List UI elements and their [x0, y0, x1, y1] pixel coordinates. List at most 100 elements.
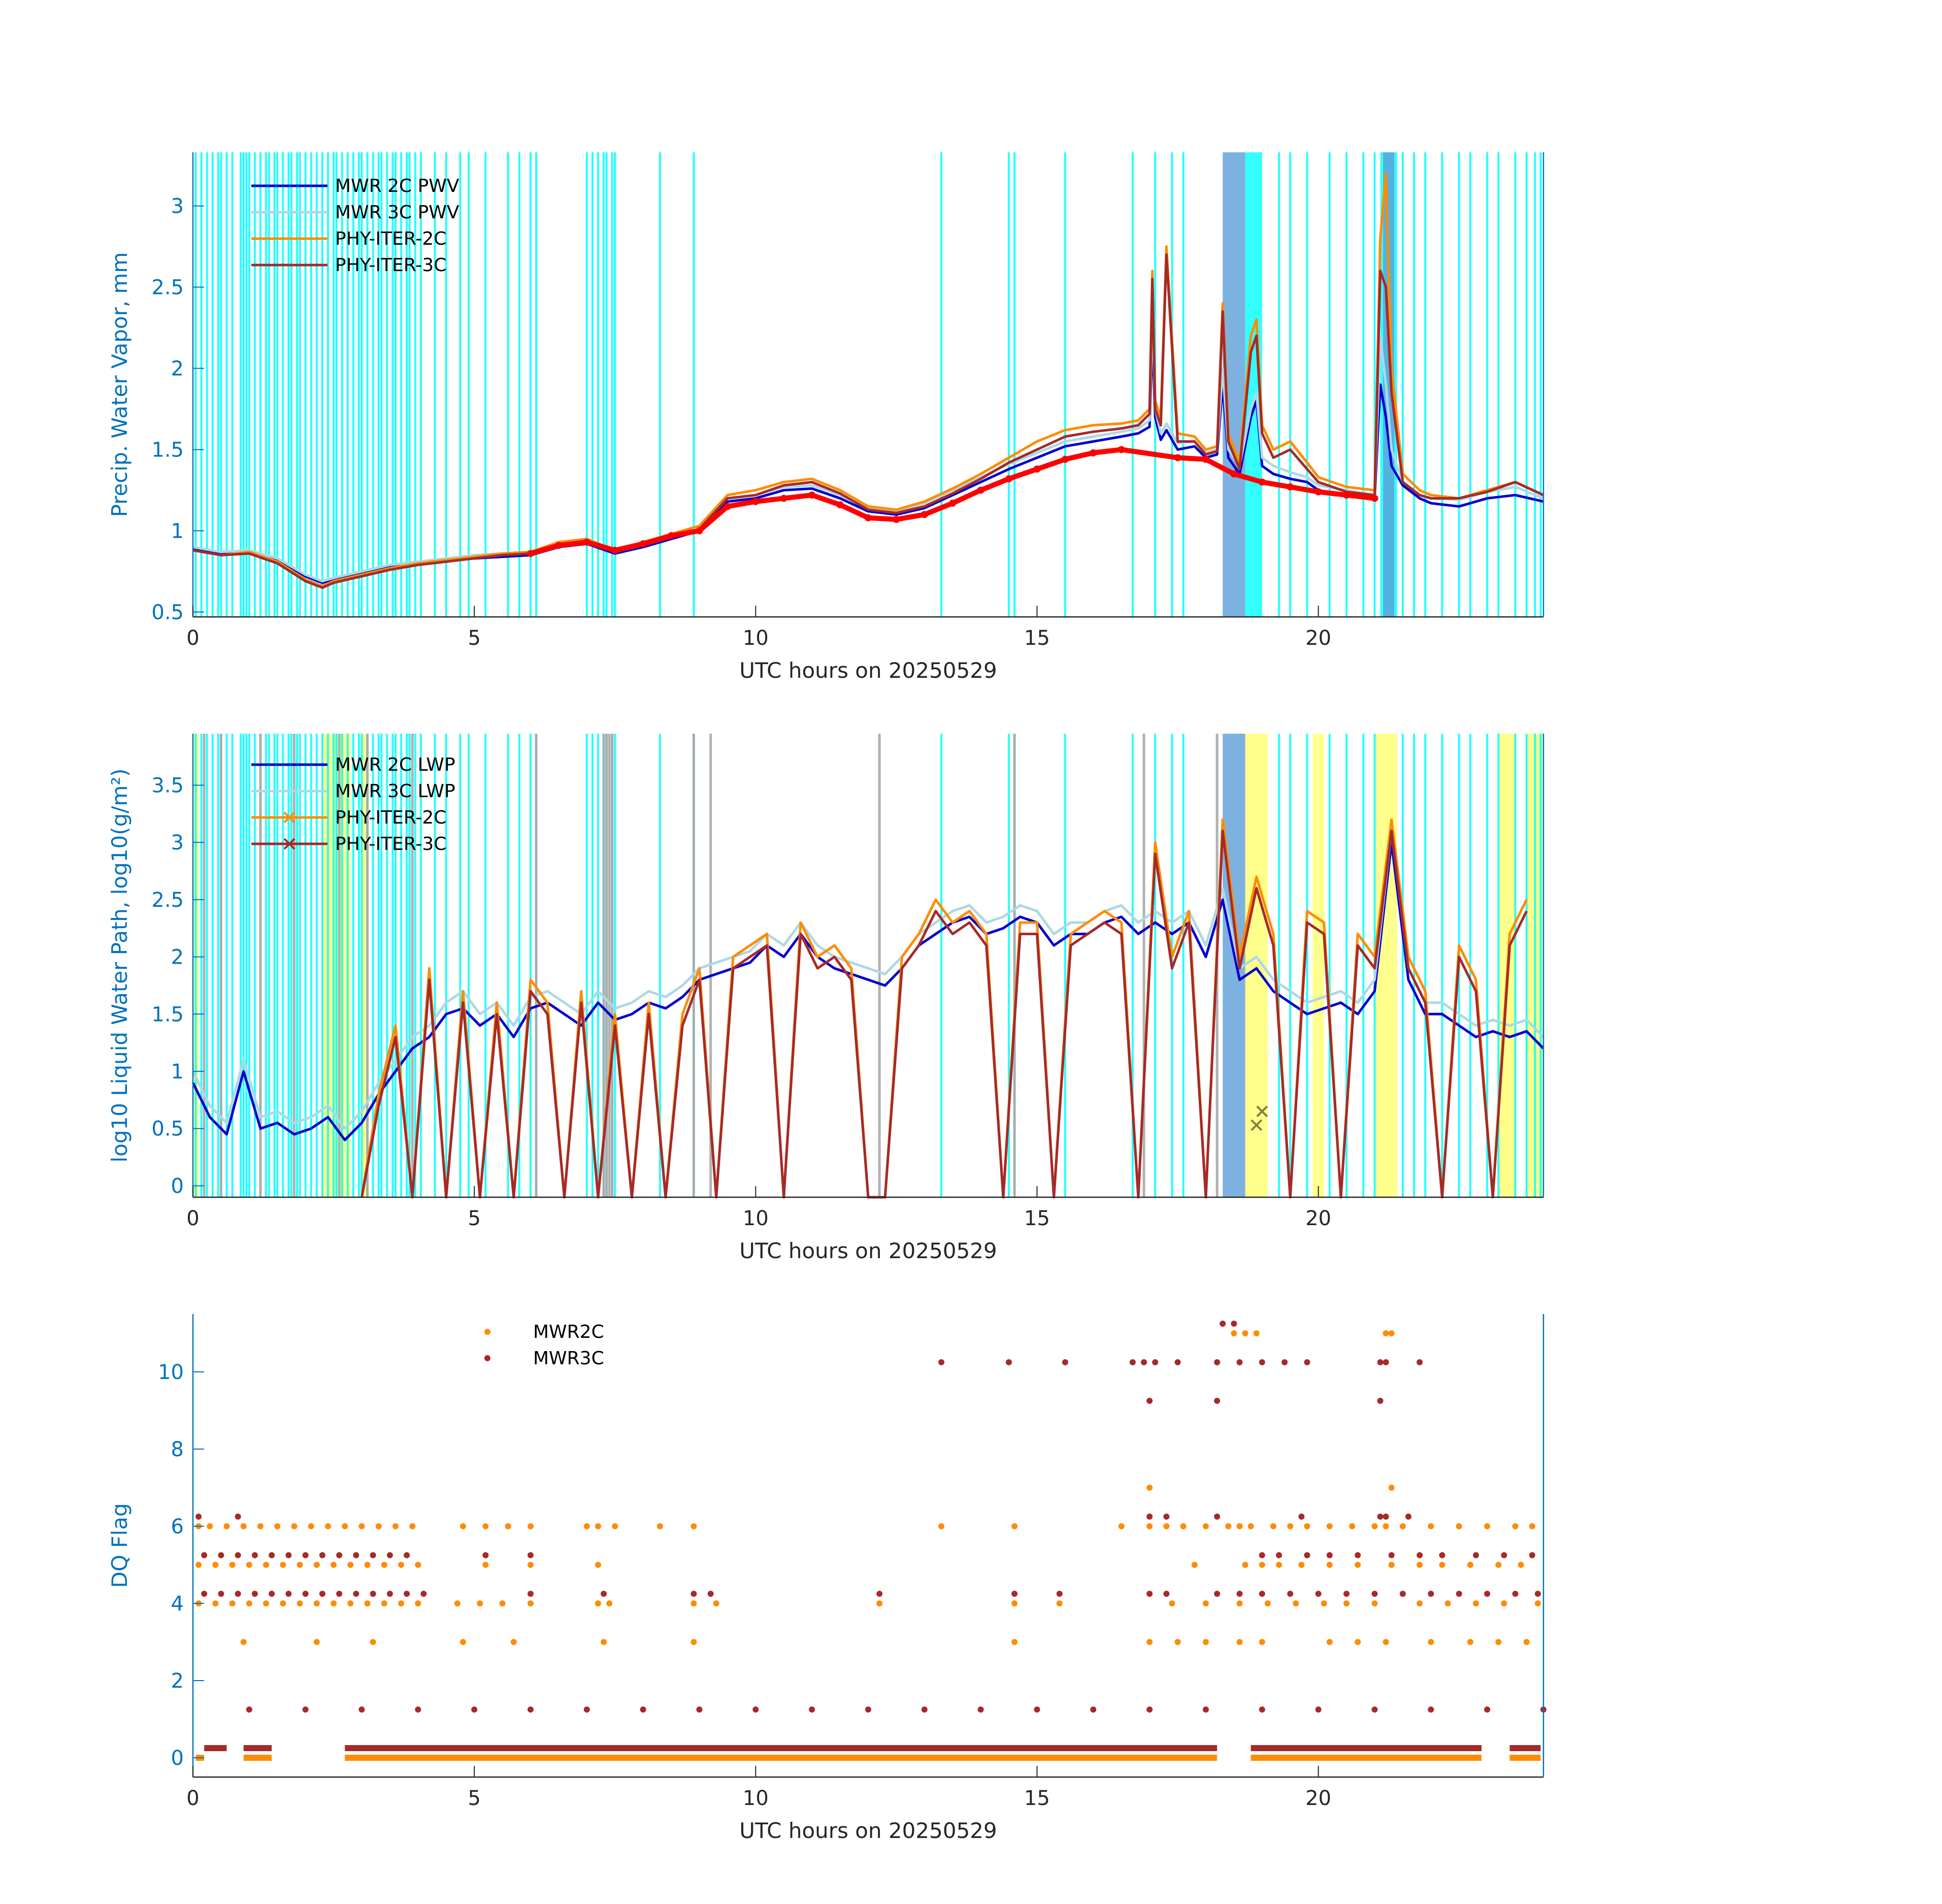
dq-point-mwr2c	[1383, 1639, 1389, 1645]
dq-x-tick-label: 10	[743, 1787, 769, 1810]
dq-point-mwr2c	[1011, 1600, 1018, 1606]
dq-point-mwr2c	[246, 1562, 252, 1568]
dq-point-mwr2c	[1225, 1523, 1232, 1529]
dq-point-mwr2c	[313, 1600, 320, 1606]
dq-point-mwr3c	[1141, 1359, 1147, 1365]
lwp-y-tick-label: 0	[171, 1174, 184, 1198]
dq-point-mwr3c	[1377, 1398, 1384, 1404]
dq-point-mwr2c	[1056, 1600, 1063, 1606]
dq-point-mwr2c	[409, 1523, 416, 1529]
x-marker-stroke-b	[1250, 1119, 1263, 1131]
dq-point-mwr3c	[1383, 1514, 1389, 1520]
dq-point-mwr3c	[1428, 1706, 1434, 1713]
dq-point-mwr2c	[1203, 1523, 1209, 1529]
dq-point-mwr2c	[1321, 1600, 1327, 1606]
dq-point-mwr2c	[1191, 1562, 1198, 1568]
dq-point-mwr2c	[1495, 1639, 1502, 1645]
dq-point-mwr3c	[471, 1706, 478, 1713]
dq-point-mwr3c	[583, 1706, 590, 1713]
dq-point-mwr3c	[640, 1706, 646, 1713]
dq-point-mwr3c	[1146, 1514, 1153, 1520]
dq-point-mwr3c	[707, 1591, 714, 1597]
dq-point-mwr2c	[1512, 1523, 1519, 1529]
dq-point-mwr3c	[1276, 1552, 1282, 1558]
dq-point-mwr3c	[1006, 1359, 1012, 1365]
lwp-x-tick-label: 20	[1305, 1207, 1331, 1230]
dq-point-mwr2c	[1304, 1523, 1310, 1529]
dq-point-mwr2c	[477, 1600, 483, 1606]
dq-legend-label: MWR2C	[533, 1322, 604, 1342]
dq-point-mwr3c	[251, 1552, 258, 1558]
dq-point-mwr3c	[1388, 1552, 1395, 1558]
dq-point-mwr2c	[257, 1523, 264, 1529]
pwv-legend-entry: PHY-ITER-3C	[251, 255, 446, 276]
dq-point-mwr3c	[1056, 1591, 1063, 1597]
pwv-legend-label: MWR 2C PWV	[335, 176, 459, 196]
dq-point-mwr2c	[195, 1562, 202, 1568]
dq-point-mwr3c	[1214, 1398, 1221, 1404]
dq-point-mwr2c	[1383, 1330, 1389, 1336]
x-marker-stroke-b	[1256, 1105, 1268, 1118]
dq-point-mwr2c	[1428, 1523, 1434, 1529]
dq-point-mwr3c	[235, 1552, 241, 1558]
dq-point-mwr3c	[404, 1552, 410, 1558]
dq-point-mwr2c	[207, 1523, 213, 1529]
dq-point-mwr2c	[1146, 1485, 1153, 1491]
dq-point-mwr2c	[1293, 1600, 1299, 1606]
lwp-legend: MWR 2C LWP MWR 3C LWP PHY-ITER-2C PHY-ITER-…	[251, 754, 455, 855]
dq-point-mwr3c	[1456, 1591, 1462, 1597]
dq-point-mwr2c	[713, 1600, 719, 1606]
lwp-legend-entry: MWR 3C LWP	[251, 781, 455, 802]
dq-point-mwr2c	[1371, 1523, 1378, 1529]
dq-point-mwr2c	[240, 1523, 247, 1529]
dq-point-mwr2c	[325, 1523, 331, 1529]
dq-baseline-mwr3c	[1250, 1745, 1482, 1751]
dq-point-mwr2c	[1253, 1330, 1260, 1336]
dq-point-mwr3c	[285, 1591, 292, 1597]
dq-point-mwr2c	[1495, 1562, 1502, 1568]
dq-point-mwr3c	[1399, 1591, 1406, 1597]
lwp-y-tick-label: 3.5	[151, 774, 184, 797]
dq-point-mwr3c	[1163, 1591, 1170, 1597]
dq-baseline-mwr3c	[345, 1745, 1217, 1751]
dq-point-mwr3c	[601, 1591, 607, 1597]
lwp-y-tick-label: 1	[171, 1060, 184, 1084]
dq-point-mwr3c	[1371, 1706, 1378, 1713]
dq-point-mwr2c	[223, 1523, 230, 1529]
dq-point-mwr2c	[1355, 1562, 1361, 1568]
dq-point-mwr2c	[291, 1523, 298, 1529]
dq-point-mwr2c	[1534, 1600, 1541, 1606]
dq-point-mwr3c	[1439, 1552, 1445, 1558]
dq-point-mwr2c	[656, 1523, 663, 1529]
dq-point-mwr3c	[336, 1552, 343, 1558]
lwp-legend-label: PHY-ITER-3C	[335, 834, 446, 855]
dq-x-tick-label: 5	[468, 1787, 480, 1810]
dq-point-mwr2c	[229, 1600, 236, 1606]
dq-point-mwr3c	[1236, 1591, 1243, 1597]
lwp-x-tick-label: 5	[468, 1207, 480, 1230]
dq-point-mwr3c	[482, 1552, 489, 1558]
dq-point-mwr2c	[1236, 1600, 1243, 1606]
dq-point-mwr2c	[1236, 1639, 1243, 1645]
pwv-shading	[194, 152, 1542, 617]
dq-point-mwr3c	[1512, 1591, 1519, 1597]
dq-y-tick-label: 8	[171, 1438, 184, 1461]
dq-point-mwr3c	[319, 1591, 325, 1597]
dq-legend-entry: MWR2C	[484, 1322, 604, 1342]
dq-point-mwr2c	[375, 1523, 382, 1529]
dq-point-mwr2c	[690, 1523, 697, 1529]
dq-baseline-mwr2c	[243, 1755, 272, 1761]
lwp-axes: 0 5 10 15 20 0 0.5 1 1.5 2 2.5 3 3.5	[151, 734, 1544, 1230]
dq-point-mwr2c	[1343, 1600, 1350, 1606]
dq-point-mwr3c	[1315, 1591, 1322, 1597]
lwp-series-phy-iter-3c	[360, 830, 1528, 1199]
dq-point-mwr3c	[921, 1706, 928, 1713]
dq-point-mwr3c	[336, 1591, 343, 1597]
dq-point-mwr3c	[1383, 1359, 1389, 1365]
pwv-series	[192, 172, 1544, 589]
dq-point-mwr2c	[415, 1562, 421, 1568]
dq-point-mwr2c	[1298, 1562, 1305, 1568]
dq-point-mwr3c	[251, 1591, 258, 1597]
dq-point-mwr3c	[302, 1591, 309, 1597]
dq-point-mwr3c	[1377, 1359, 1384, 1365]
